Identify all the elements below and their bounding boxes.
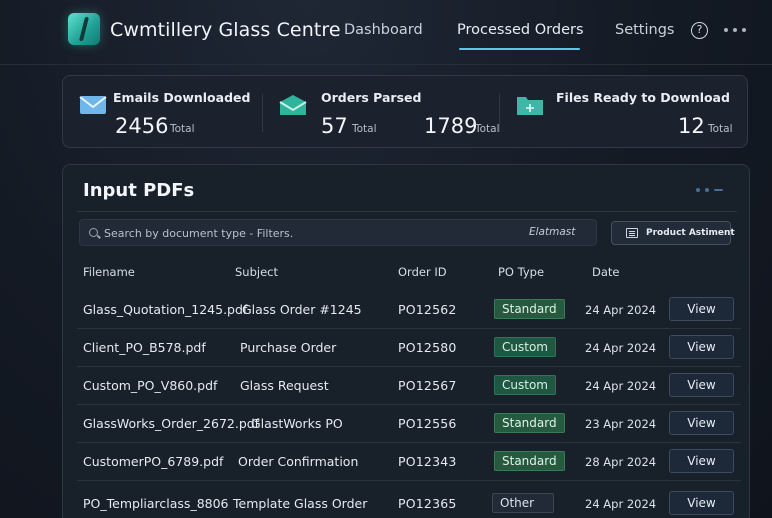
view-button[interactable]: View: [669, 297, 734, 321]
row-date: 24 Apr 2024: [585, 497, 657, 511]
app-logo[interactable]: [68, 13, 100, 45]
active-nav-indicator: [459, 48, 580, 50]
row-order-id: PO12556: [398, 416, 457, 431]
table-row[interactable]: Client_PO_B578.pdf Purchase Order PO1258…: [77, 329, 741, 367]
row-filename: CustomerPO_6789.pdf: [83, 454, 224, 469]
product-assignment-label: Product Astiment: [646, 228, 735, 238]
row-order-id: PO12365: [398, 496, 457, 511]
row-subject: Purchase Order: [240, 340, 337, 355]
column-header-order-id[interactable]: Order ID: [398, 265, 447, 279]
app-title: Cwmtillery Glass Centre: [110, 19, 341, 41]
po-type-badge: Custom: [494, 337, 556, 357]
product-assignment-button[interactable]: Product Astiment: [611, 221, 735, 245]
view-button[interactable]: View: [669, 373, 734, 397]
column-header-subject[interactable]: Subject: [235, 265, 278, 279]
help-icon[interactable]: ?: [691, 22, 708, 39]
po-type-badge: Custom: [494, 375, 556, 395]
nav-settings[interactable]: Settings: [615, 22, 675, 38]
row-subject: Template Glass Order: [233, 496, 368, 511]
orders-parsed-value: 57: [321, 114, 348, 138]
nav-dashboard[interactable]: Dashboard: [344, 22, 423, 38]
row-order-id: PO12562: [398, 302, 457, 317]
emails-downloaded-value: 2456: [115, 114, 169, 138]
folder-plus-icon: [517, 97, 543, 115]
row-subject: Order Confirmation: [238, 454, 359, 469]
column-header-po-type[interactable]: PO Type: [498, 265, 545, 279]
document-list-icon: [626, 228, 638, 238]
emails-downloaded-unit: Total: [170, 123, 195, 135]
input-pdfs-panel: Input PDFs Elatmast Product Astiment Fil…: [62, 164, 750, 518]
row-divider: [77, 442, 741, 443]
emails-downloaded-label: Emails Downloaded: [113, 90, 251, 105]
row-date: 28 Apr 2024: [585, 455, 657, 469]
orders-parsed-label: Orders Parsed: [321, 90, 422, 105]
row-date: 24 Apr 2024: [585, 303, 657, 317]
row-filename: PO_Templiarclass_8806: [83, 496, 229, 511]
table-row[interactable]: CustomerPO_6789.pdf Order Confirmation P…: [77, 443, 741, 481]
row-date: 24 Apr 2024: [585, 379, 657, 393]
row-divider: [77, 404, 741, 405]
row-filename: Client_PO_B578.pdf: [83, 340, 206, 355]
nav-processed-orders[interactable]: Processed Orders: [457, 22, 584, 38]
row-date: 23 Apr 2024: [585, 417, 657, 431]
table-row[interactable]: Custom_PO_V860.pdf Glass Request PO12567…: [77, 367, 741, 405]
orders-parsed-secondary-unit: Total: [475, 123, 500, 135]
row-order-id: PO12580: [398, 340, 457, 355]
table-row[interactable]: Glass_Quotation_1245.pdf Glass Order #12…: [77, 291, 741, 329]
po-type-badge: Other: [492, 493, 554, 513]
panel-title: Input PDFs: [83, 180, 195, 201]
row-filename: Glass_Quotation_1245.pdf: [83, 302, 248, 317]
files-ready-label: Files Ready to Download: [556, 90, 730, 105]
header-divider: [0, 64, 772, 65]
files-ready-unit: Total: [708, 123, 733, 135]
row-divider: [77, 480, 741, 481]
view-button[interactable]: View: [669, 411, 734, 435]
table-row[interactable]: PO_Templiarclass_8806 Template Glass Ord…: [77, 485, 741, 518]
row-filename: Custom_PO_V860.pdf: [83, 378, 218, 393]
stats-summary: Emails Downloaded 2456 Total Orders Pars…: [62, 75, 748, 148]
row-divider: [77, 328, 741, 329]
row-subject: Glass Request: [240, 378, 329, 393]
row-divider: [77, 366, 741, 367]
table-row[interactable]: GlassWorks_Order_2672.pdf GlastWorks PO …: [77, 405, 741, 443]
format-filter-label[interactable]: Elatmast: [529, 226, 576, 238]
panel-divider: [77, 211, 737, 212]
po-type-badge: Standard: [494, 451, 565, 471]
row-filename: GlassWorks_Order_2672.pdf: [83, 416, 260, 431]
po-type-badge: Standard: [494, 299, 565, 319]
open-envelope-icon: [279, 95, 307, 115]
orders-parsed-secondary-value: 1789: [424, 114, 478, 138]
orders-parsed-unit: Total: [352, 123, 377, 135]
column-header-date[interactable]: Date: [592, 265, 620, 279]
column-header-filename[interactable]: Filename: [83, 265, 135, 279]
view-button[interactable]: View: [669, 491, 734, 515]
row-order-id: PO12343: [398, 454, 457, 469]
view-button[interactable]: View: [669, 449, 734, 473]
files-ready-value: 12: [678, 114, 705, 138]
row-date: 24 Apr 2024: [585, 341, 657, 355]
row-subject: GlastWorks PO: [251, 416, 343, 431]
search-input[interactable]: [104, 224, 524, 242]
envelope-icon: [79, 96, 107, 114]
panel-menu-icon[interactable]: [696, 188, 723, 192]
row-order-id: PO12567: [398, 378, 457, 393]
stat-divider: [499, 94, 500, 132]
po-type-badge: Standard: [494, 413, 565, 433]
search-bar[interactable]: [79, 219, 597, 246]
stat-divider: [262, 94, 263, 132]
row-subject: Glass Order #1245: [242, 302, 362, 317]
search-icon: [89, 228, 98, 237]
more-options-icon[interactable]: [724, 28, 746, 32]
top-bar: Cwmtillery Glass Centre Dashboard Proces…: [0, 0, 772, 62]
view-button[interactable]: View: [669, 335, 734, 359]
